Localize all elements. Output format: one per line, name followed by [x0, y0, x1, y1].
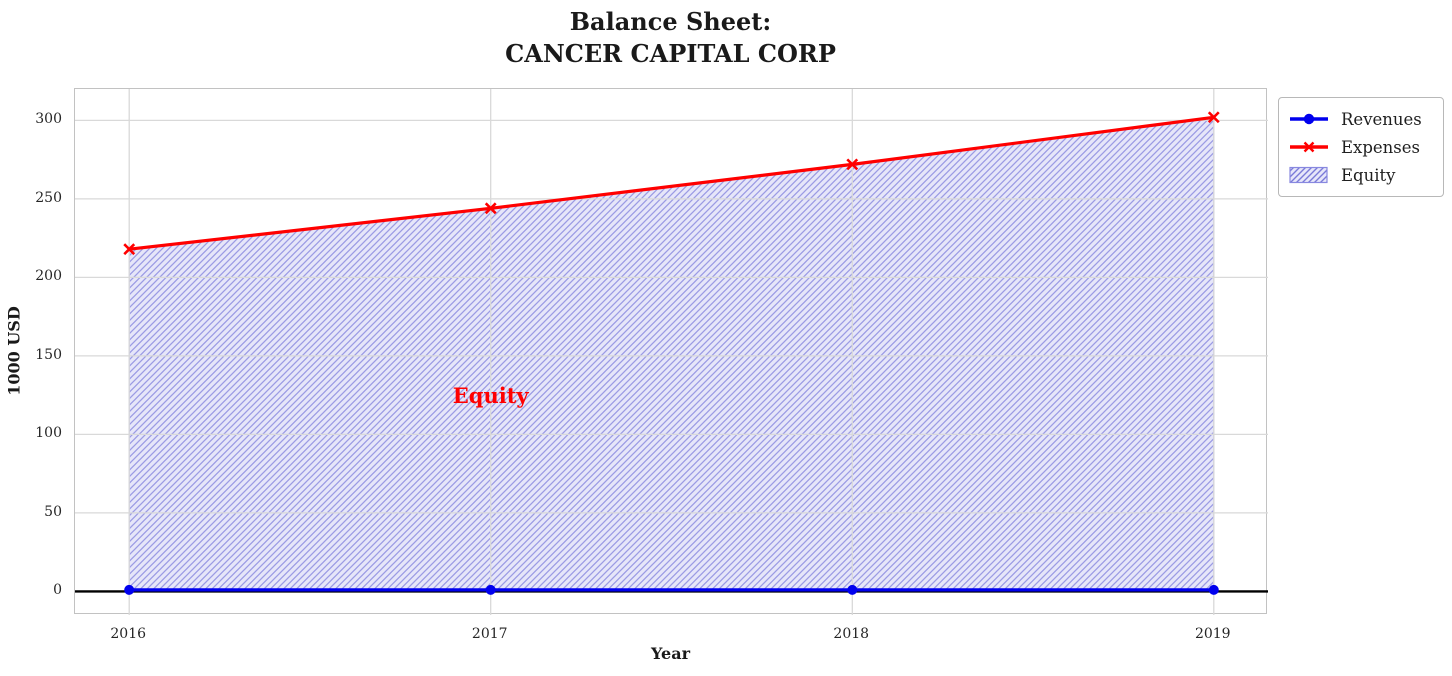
revenues-marker	[485, 584, 496, 595]
legend-label-revenues: Revenues	[1341, 109, 1422, 129]
legend-label-equity: Equity	[1341, 165, 1396, 185]
x-axis-label: Year	[650, 644, 690, 663]
legend: Revenues Expenses Equity	[1278, 97, 1444, 197]
revenues-marker	[124, 584, 135, 595]
expenses-line	[127, 115, 1216, 251]
equity-fill-area	[128, 116, 1215, 591]
y-tick-label: 250	[35, 189, 62, 206]
equity-annotation: Equity	[453, 383, 530, 408]
plot-canvas: Equity	[75, 89, 1268, 615]
revenues-marker	[1208, 584, 1219, 595]
plot-area: Equity	[74, 88, 1268, 615]
legend-item-revenues: Revenues	[1289, 105, 1435, 133]
legend-item-equity: Equity	[1289, 161, 1435, 189]
revenues-line-swatch	[1289, 110, 1329, 128]
equity-patch-swatch	[1289, 166, 1329, 184]
x-tick-label: 2019	[1194, 626, 1231, 642]
y-tick-label: 50	[44, 503, 62, 520]
chart-title: Balance Sheet: CANCER CAPITAL CORP	[505, 7, 836, 68]
expenses-marker	[846, 158, 859, 171]
x-tick-label: 2016	[110, 626, 147, 642]
revenues-marker	[847, 584, 858, 595]
y-tick-label: 100	[35, 425, 62, 442]
legend-label-expenses: Expenses	[1341, 137, 1421, 157]
x-tick-label: 2018	[833, 626, 870, 642]
y-tick-label: 200	[35, 268, 62, 285]
expenses-marker	[484, 202, 497, 215]
expenses-marker	[123, 243, 136, 256]
y-tick-label: 0	[53, 582, 62, 599]
expenses-marker	[1207, 111, 1220, 124]
y-tick-label: 150	[35, 346, 62, 363]
y-tick-label: 300	[35, 111, 62, 128]
expenses-line-swatch	[1289, 138, 1329, 156]
x-tick-label: 2017	[471, 626, 508, 642]
legend-item-expenses: Expenses	[1289, 133, 1435, 161]
